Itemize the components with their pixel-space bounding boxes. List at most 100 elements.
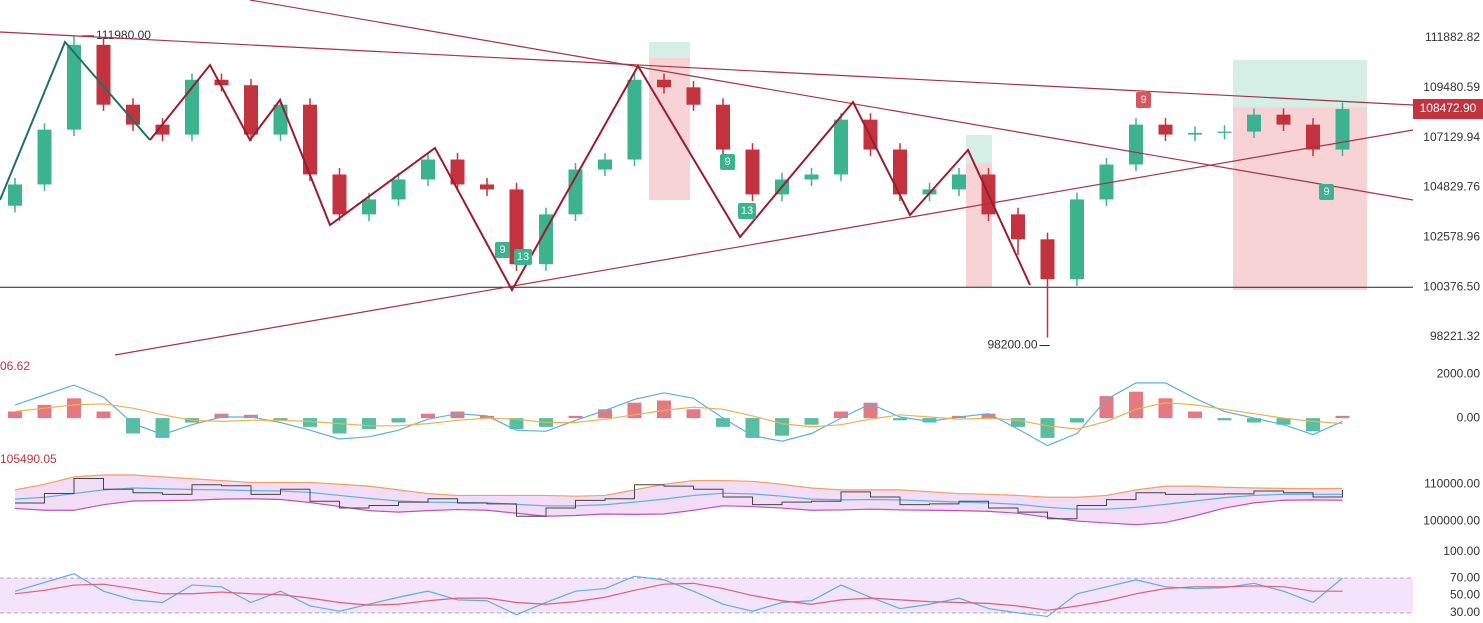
macd-bar bbox=[598, 409, 612, 419]
macd-bar bbox=[922, 418, 937, 423]
markers: 9 13 9 13 9 9 bbox=[495, 92, 1334, 265]
marker: 9 bbox=[1140, 94, 1146, 106]
macd-line bbox=[14, 382, 1343, 447]
y-tick-label: 107129.94 bbox=[1423, 130, 1480, 144]
macd-bar bbox=[1335, 415, 1350, 419]
macd-bar bbox=[421, 413, 435, 419]
candle-body bbox=[804, 174, 819, 180]
macd-bar bbox=[804, 418, 819, 425]
macd-bar bbox=[775, 418, 789, 436]
marker: 13 bbox=[517, 251, 529, 263]
candle-body bbox=[627, 79, 642, 160]
rsi-line bbox=[14, 582, 1343, 611]
candle-body bbox=[745, 149, 760, 195]
macd-bar bbox=[214, 413, 229, 419]
macd-bar bbox=[657, 400, 671, 419]
macd-bar bbox=[509, 418, 524, 430]
y-tick-label: 100.00 bbox=[1443, 544, 1480, 558]
rsi-line bbox=[14, 573, 1343, 618]
candle-body bbox=[67, 44, 81, 130]
macd-line bbox=[14, 402, 1343, 430]
candle-body bbox=[1011, 214, 1025, 240]
macd-bar bbox=[1217, 418, 1232, 421]
y-tick-label: 70.00 bbox=[1450, 570, 1480, 584]
macd-bar bbox=[391, 418, 406, 423]
band-line bbox=[14, 487, 1343, 510]
marker: 9 bbox=[1323, 186, 1329, 198]
drawings bbox=[0, 0, 1414, 356]
candle-body bbox=[1335, 108, 1350, 150]
panel-label: 105490.05 bbox=[0, 452, 57, 466]
marker-box bbox=[1319, 184, 1334, 200]
candle-body bbox=[893, 149, 907, 195]
candle-body bbox=[37, 129, 52, 185]
candle-body bbox=[8, 184, 22, 206]
candle-body bbox=[332, 174, 347, 215]
panel-label: 06.62 bbox=[0, 359, 30, 373]
candle-body bbox=[96, 44, 111, 105]
candle-body bbox=[303, 104, 317, 175]
macd-bar bbox=[981, 413, 996, 419]
price-line bbox=[15, 478, 1343, 520]
candle-body bbox=[1188, 132, 1202, 135]
macd-bar bbox=[863, 402, 878, 419]
stop-box bbox=[649, 58, 690, 200]
macd-bar bbox=[1011, 418, 1025, 427]
candle-body bbox=[126, 104, 140, 125]
macd-bar bbox=[480, 415, 494, 419]
candle-body bbox=[1099, 164, 1114, 200]
macd-bar bbox=[1129, 391, 1143, 419]
marker-box bbox=[738, 203, 756, 219]
rsi-band bbox=[0, 578, 1413, 613]
marker-box bbox=[495, 242, 510, 258]
macd-bar bbox=[273, 418, 288, 421]
candle-body bbox=[952, 174, 966, 190]
price-marks bbox=[0, 35, 1413, 338]
zigzag bbox=[149, 63, 1031, 293]
macd-bar bbox=[67, 398, 81, 419]
marker: 9 bbox=[499, 244, 505, 256]
candle-body bbox=[1247, 114, 1261, 132]
candle-body bbox=[1129, 124, 1143, 165]
band-line bbox=[14, 498, 1343, 526]
macd-bar bbox=[716, 418, 730, 427]
trend-line bbox=[114, 129, 1414, 356]
candle-body bbox=[1276, 114, 1291, 125]
y-tick-label: 102578.96 bbox=[1423, 230, 1480, 244]
y-tick-label: 109480.59 bbox=[1423, 80, 1480, 94]
candle-body bbox=[598, 159, 612, 170]
candle-body bbox=[391, 179, 406, 200]
candle-body bbox=[273, 104, 288, 135]
candle-body bbox=[657, 79, 671, 88]
candle-body bbox=[155, 124, 170, 135]
candle-body bbox=[244, 85, 258, 135]
candle-body bbox=[1217, 131, 1232, 133]
candle-body bbox=[450, 159, 465, 185]
y-tick-label: 98221.32 bbox=[1430, 329, 1480, 343]
macd-bar bbox=[1040, 418, 1055, 438]
trend-line bbox=[249, 0, 1414, 201]
candle-body bbox=[421, 159, 435, 180]
macd-bar bbox=[1276, 418, 1291, 425]
zigzag bbox=[0, 40, 151, 201]
target-box bbox=[649, 42, 690, 58]
candle-body bbox=[1070, 199, 1084, 280]
y-tick-label: 110000.00 bbox=[1424, 476, 1480, 490]
macd-bar bbox=[568, 415, 583, 419]
candle-body bbox=[686, 87, 701, 105]
candle-body bbox=[1040, 239, 1055, 280]
y-tick-label: 30.00 bbox=[1450, 605, 1480, 619]
last-price-box bbox=[1413, 98, 1483, 119]
candle-body bbox=[834, 119, 848, 175]
macd-bar bbox=[1247, 418, 1261, 423]
macd-bar bbox=[1306, 418, 1320, 432]
macd-bar bbox=[362, 418, 376, 430]
macd-bar bbox=[126, 418, 140, 434]
candle-body bbox=[1306, 124, 1320, 150]
candle-body bbox=[362, 199, 376, 215]
macd-bar bbox=[37, 404, 52, 419]
marker-box bbox=[720, 154, 735, 170]
candle-body bbox=[509, 189, 524, 265]
last-price-label: 108472.90 bbox=[1420, 101, 1477, 115]
y-tick-label: 100000.00 bbox=[1423, 514, 1480, 528]
